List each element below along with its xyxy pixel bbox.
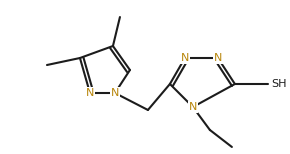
Text: N: N [214, 53, 222, 63]
Text: N: N [189, 102, 197, 112]
Text: N: N [111, 88, 119, 98]
Text: N: N [86, 88, 94, 98]
Text: SH: SH [271, 79, 286, 89]
Text: N: N [181, 53, 189, 63]
